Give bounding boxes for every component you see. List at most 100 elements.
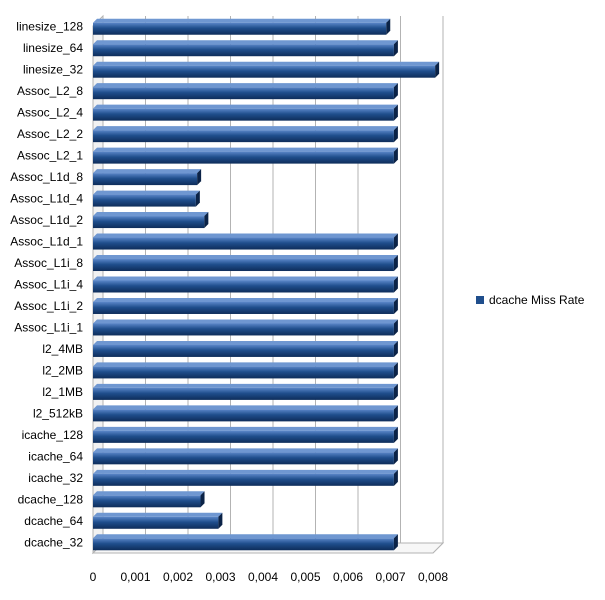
bar [93, 255, 398, 272]
bar-top [93, 448, 398, 453]
bar-end [200, 491, 205, 508]
bar-top [93, 190, 200, 195]
y-tick-label: linesize_64 [23, 41, 83, 55]
bar [93, 126, 398, 143]
bar-top [93, 61, 440, 66]
bar-end [393, 426, 398, 443]
x-tick-label: 0,002 [163, 570, 193, 584]
x-tick-label: 0,001 [120, 570, 150, 584]
bar-top [93, 18, 391, 23]
bars [93, 18, 440, 551]
bar-face [93, 344, 394, 357]
bar-face [93, 194, 196, 207]
bar-end [197, 169, 202, 186]
bar-face [93, 259, 394, 272]
bar-face [93, 387, 394, 400]
bar-face [93, 280, 394, 293]
bar [93, 104, 398, 121]
bar-end [393, 340, 398, 357]
bar [93, 469, 398, 486]
bar [93, 61, 440, 78]
y-tick-label: Assoc_L2_2 [17, 127, 83, 141]
plot-area: dcache_32 dcache_64 dcache_128 icache_32 ica… [10, 14, 449, 584]
y-tick-label: Assoc_L2_8 [17, 84, 83, 98]
bar-face [93, 538, 394, 551]
bar [93, 448, 398, 465]
y-tick-label: Assoc_L1d_1 [10, 235, 83, 249]
x-axis-labels: 0 0,001 0,002 0,003 0,004 0,005 0,006 0,007 0,00… [90, 570, 449, 584]
bar-end [393, 405, 398, 422]
bar-face [93, 22, 387, 35]
bar [93, 426, 398, 443]
y-tick-label: Assoc_L1i_4 [14, 278, 83, 292]
bar-end [195, 190, 200, 207]
bar [93, 383, 398, 400]
bar-end [393, 126, 398, 143]
bar-top [93, 469, 398, 474]
bar-end [393, 469, 398, 486]
bar [93, 233, 398, 250]
bar-top [93, 319, 398, 324]
bar-top [93, 383, 398, 388]
y-tick-label: Assoc_L1i_1 [14, 320, 83, 334]
bar-end [393, 276, 398, 293]
y-tick-label: linesize_128 [16, 20, 83, 34]
bar-end [393, 297, 398, 314]
bar-end [393, 104, 398, 121]
bar-face [93, 44, 394, 57]
bar-face [93, 130, 394, 143]
bar-face [93, 151, 394, 164]
bar-top [93, 83, 398, 88]
bar-face [93, 473, 394, 486]
bar-end [393, 233, 398, 250]
y-tick-label: Assoc_L2_4 [17, 106, 83, 120]
legend-swatch [476, 296, 484, 304]
bar-top [93, 405, 398, 410]
y-tick-label: l2_512kB [33, 406, 83, 420]
bar-face [93, 108, 394, 121]
y-tick-label: Assoc_L1d_4 [10, 192, 83, 206]
bar-face [93, 323, 394, 336]
bar-end [393, 147, 398, 164]
legend: dcache Miss Rate [476, 293, 585, 307]
bar [93, 83, 398, 100]
bar-face [93, 366, 394, 379]
bar-end [204, 212, 209, 229]
bar-face [93, 430, 394, 443]
bar-top [93, 340, 398, 345]
y-tick-label: Assoc_L1d_8 [10, 170, 83, 184]
bar-top [93, 169, 202, 174]
y-tick-label: Assoc_L1i_2 [14, 299, 83, 313]
bar-end [393, 319, 398, 336]
bar-face [93, 216, 205, 229]
bar-top [93, 297, 398, 302]
bar-face [93, 409, 394, 422]
bar [93, 512, 223, 529]
bar [93, 340, 398, 357]
y-tick-label: icache_128 [22, 428, 84, 442]
bar [93, 18, 391, 35]
bar-top [93, 426, 398, 431]
bar [93, 297, 398, 314]
bar-end [386, 18, 391, 35]
y-tick-label: Assoc_L2_1 [17, 149, 83, 163]
bar [93, 534, 398, 551]
bar-top [93, 212, 209, 217]
bar [93, 276, 398, 293]
bar-top [93, 104, 398, 109]
bar [93, 212, 209, 229]
y-tick-label: dcache_64 [24, 514, 83, 528]
bar-top [93, 276, 398, 281]
bar [93, 147, 398, 164]
y-tick-label: l2_4MB [42, 342, 83, 356]
x-tick-label: 0,003 [205, 570, 235, 584]
bar-end [393, 383, 398, 400]
bar [93, 319, 398, 336]
bar-end [435, 61, 440, 78]
bar [93, 169, 202, 186]
bar-top [93, 512, 223, 517]
y-tick-label: icache_64 [28, 449, 83, 463]
bar-top [93, 491, 205, 496]
bar-face [93, 237, 394, 250]
